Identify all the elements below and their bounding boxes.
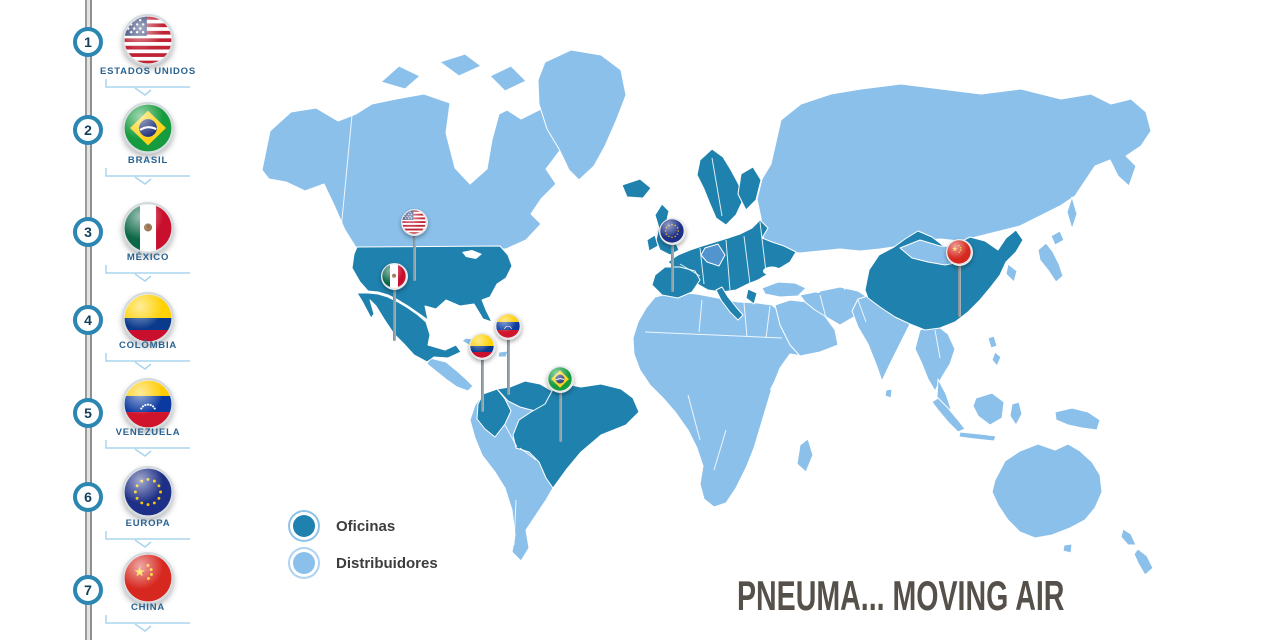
office-dot-icon	[293, 515, 315, 537]
sidebar-flag-venezuela	[122, 378, 174, 430]
pin-stick	[393, 285, 396, 341]
number-label: 7	[84, 582, 92, 598]
sidebar-flag-brazil	[122, 102, 174, 154]
number-label: 5	[84, 405, 92, 421]
timeline-number-5: 5	[73, 398, 103, 428]
flag-colombia-icon	[124, 294, 172, 342]
timeline-number-2: 2	[73, 115, 103, 145]
flag-china-icon	[124, 554, 172, 602]
sidebar-flag-europe	[122, 466, 174, 518]
label-bracket	[105, 531, 190, 548]
flag-eu-icon	[124, 468, 172, 516]
timeline-number-4: 4	[73, 305, 103, 335]
timeline-number-1: 1	[73, 27, 103, 57]
sidebar-flag-usa	[122, 14, 174, 66]
flag-brazil-icon	[124, 104, 172, 152]
country-label: EUROPA	[125, 518, 171, 529]
map-pin-colombia	[469, 333, 496, 412]
pin-stick	[507, 335, 510, 395]
label-bracket	[105, 353, 190, 370]
number-label: 2	[84, 122, 92, 138]
country-label: COLÔMBIA	[118, 340, 178, 351]
map-pin-europe	[659, 218, 686, 292]
brand-slogan: PNEUMA... MOVING AIR	[737, 572, 1065, 619]
sidebar-item-mexico: MÉXICO	[73, 252, 223, 282]
sidebar-item-venezuela: VENEZUELA	[73, 427, 223, 457]
inland-seas	[462, 250, 824, 293]
pin-stick	[671, 240, 674, 292]
flag-eu-icon	[659, 218, 686, 245]
sidebar-item-brasil: BRASIL	[73, 155, 223, 185]
flag-colombia-icon	[469, 333, 496, 360]
label-bracket	[105, 265, 190, 282]
flag-mexico-icon	[124, 204, 172, 252]
sidebar-item-china: CHINA	[73, 602, 223, 632]
country-label: MÉXICO	[126, 252, 170, 263]
sidebar-item-colombia: COLÔMBIA	[73, 340, 223, 370]
map-legend: Oficinas Distribuidores	[293, 513, 438, 587]
country-label: BRASIL	[127, 155, 169, 166]
pin-stick	[958, 261, 961, 317]
flag-china-icon	[946, 239, 973, 266]
map-pin-brazil	[547, 366, 574, 442]
timeline-number-6: 6	[73, 482, 103, 512]
label-bracket	[105, 440, 190, 457]
map-pin-china	[946, 239, 973, 317]
flag-usa-icon	[124, 16, 172, 64]
timeline-number-7: 7	[73, 575, 103, 605]
flag-mexico-icon	[381, 263, 408, 290]
legend-label-offices: Oficinas	[336, 517, 396, 535]
country-borders	[340, 114, 941, 546]
number-label: 1	[84, 34, 92, 50]
label-bracket	[105, 79, 190, 96]
sidebar-item-europa: EUROPA	[73, 518, 223, 548]
number-label: 3	[84, 224, 92, 240]
map-pin-mexico	[381, 263, 408, 341]
pin-stick	[559, 388, 562, 442]
flag-brazil-icon	[547, 366, 574, 393]
flag-usa-icon	[401, 209, 428, 236]
flag-venezuela-icon	[495, 313, 522, 340]
timeline-number-3: 3	[73, 217, 103, 247]
country-label: CHINA	[130, 602, 166, 613]
distributor-dot-icon	[293, 552, 315, 574]
number-label: 4	[84, 312, 92, 328]
map-pin-usa	[401, 209, 428, 281]
legend-label-distributors: Distribuidores	[336, 554, 438, 572]
sidebar-flag-mexico	[122, 202, 174, 254]
flag-venezuela-icon	[124, 380, 172, 428]
country-label: VENEZUELA	[115, 427, 181, 438]
legend-item-offices: Oficinas	[293, 513, 438, 539]
pin-stick	[481, 355, 484, 412]
map-pin-venezuela	[495, 313, 522, 395]
sidebar-flag-china	[122, 552, 174, 604]
legend-item-distributors: Distribuidores	[293, 550, 438, 576]
number-label: 6	[84, 489, 92, 505]
sidebar-item-estados-unidos: ESTADOS UNIDOS	[73, 66, 223, 96]
country-label: ESTADOS UNIDOS	[99, 66, 196, 77]
label-bracket	[105, 168, 190, 185]
sidebar-flag-colombia	[122, 292, 174, 344]
label-bracket	[105, 615, 190, 632]
pin-stick	[413, 231, 416, 281]
distributor-regions	[261, 49, 1154, 576]
